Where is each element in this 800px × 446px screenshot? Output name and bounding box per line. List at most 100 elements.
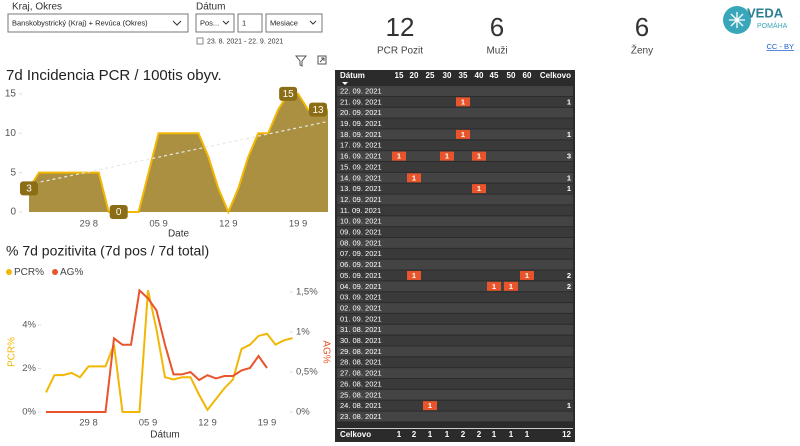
matrix-date: 10. 09. 2021 [340,217,382,226]
y-tick-label: 10 [5,128,17,139]
matrix-date: 13. 09. 2021 [340,184,382,193]
period-mode: Pos... [200,18,219,27]
logo-subtitle: POMÁHA [757,21,788,30]
matrix-date: 30. 08. 2021 [340,336,382,345]
matrix-cell [504,281,518,291]
matrix-row [337,324,573,335]
matrix-cell [487,281,501,291]
matrix-date: 17. 09. 2021 [340,141,382,150]
focus-icon[interactable] [317,55,327,65]
legend-label: AG% [60,267,83,278]
matrix-cell-value: 1 [445,152,449,161]
filter-label: Kraj, Okres [12,2,62,13]
period-unit-dropdown[interactable] [265,13,323,33]
matrix-row [337,379,573,389]
kpi-value: 6 [635,12,649,42]
matrix-date: 25. 08. 2021 [340,390,382,399]
matrix-date: 21. 09. 2021 [340,97,382,106]
matrix-row-total: 3 [567,152,571,161]
matrix-cell [472,151,486,161]
chart-title: % 7d pozitivita (7d pos / 7d total) [6,243,209,259]
matrix-cell [392,151,406,161]
matrix-cell-value: 1 [461,97,465,106]
matrix-row [337,259,573,270]
matrix-row-total: 1 [567,173,571,182]
kpi-label: Ženy [631,44,653,57]
matrix-cell [456,129,470,139]
matrix: Dátum 15 20 25 30 35 40 45 50 60 Celkovo [340,71,571,85]
x-tick-label: 19 9 [258,418,277,429]
y2-tick-label: 1,5% [296,287,318,298]
license-link[interactable]: CC - BY [766,42,794,51]
matrix-cell-value: 1 [477,184,481,193]
y2-tick-label: 0,5% [296,367,318,378]
matrix-cell [407,173,421,183]
line [45,290,293,413]
matrix-row [337,172,573,183]
matrix-row [337,227,573,237]
x-tick-label: 29 8 [79,418,98,429]
y-tick-label: 0% [22,407,36,418]
matrix-footer-value: 1 [428,430,433,439]
matrix-cell-value: 1 [509,282,513,291]
matrix-column-header: 40 [475,71,484,80]
matrix-row [337,313,573,324]
matrix-row [337,237,573,248]
y-tick-label: 5 [10,167,16,178]
filter-icon[interactable] [294,55,308,67]
matrix-row [337,140,573,151]
matrix-row [337,118,573,129]
matrix-date: 01. 09. 2021 [340,314,382,323]
matrix-column-header: 50 [507,71,516,80]
matrix-footer-value: 1 [397,430,402,439]
legend-marker [52,269,59,275]
matrix-column-header: 60 [523,71,532,80]
matrix-row [337,281,573,292]
matrix-date: 20. 09. 2021 [340,108,382,117]
matrix-footer-label: Celkovo [340,430,371,439]
x-axis-title: Dátum [150,430,179,441]
data-label: 13 [312,105,324,116]
period-mode-dropdown[interactable] [195,13,235,33]
matrix-column-header: 45 [490,71,499,80]
matrix-date: 24. 08. 2021 [340,401,382,410]
matrix-footer-value: 2 [412,430,417,439]
logo-title: VEDA [747,5,784,20]
region-value: Banskobystrický (Kraj) + Revúca (Okres) [12,18,148,27]
matrix-date: 03. 09. 2021 [340,293,382,302]
matrix-row [337,129,573,140]
matrix-column-header: 15 [395,71,404,80]
region-dropdown[interactable] [7,13,189,33]
matrix-cell-value: 1 [412,271,416,280]
matrix-row [337,86,573,96]
y2-tick-label: 0% [296,407,310,418]
matrix-rows: 22. 09. 2021 21. 09. 2021 1 1 20. 09. 2021 19… [337,86,573,422]
matrix-row [337,368,573,379]
matrix-cell [456,97,470,107]
matrix-footer-value: 1 [445,430,450,439]
x-tick-label: 05 9 [149,219,168,230]
matrix-row-total: 1 [567,401,571,410]
matrix-cell [520,270,534,280]
matrix-column-header: 25 [426,71,435,80]
matrix-date: 11. 09. 2021 [340,206,381,215]
y-tick-label: 15 [5,89,17,100]
x-axis-title: Date [168,229,190,240]
matrix-date: 31. 08. 2021 [340,325,382,334]
chart-title: 7d Incidencia PCR / 100tis obyv. [6,67,222,84]
y-tick-label: 2% [22,363,36,374]
matrix-date: 26. 08. 2021 [340,379,382,388]
matrix-row [337,389,573,400]
matrix-cell [472,184,486,194]
matrix-row [337,335,573,346]
checkbox[interactable] [196,37,204,45]
kpi-label: Muži [486,46,507,57]
matrix-date: 12. 09. 2021 [340,195,382,204]
matrix-column-header: 30 [443,71,452,80]
matrix-cell-value: 1 [525,271,529,280]
matrix-footer-bg [335,428,575,442]
period-count-input[interactable] [237,13,263,33]
matrix-date: 06. 09. 2021 [340,260,382,269]
matrix-date: 07. 09. 2021 [340,249,382,258]
matrix-cell-value: 1 [412,173,416,182]
